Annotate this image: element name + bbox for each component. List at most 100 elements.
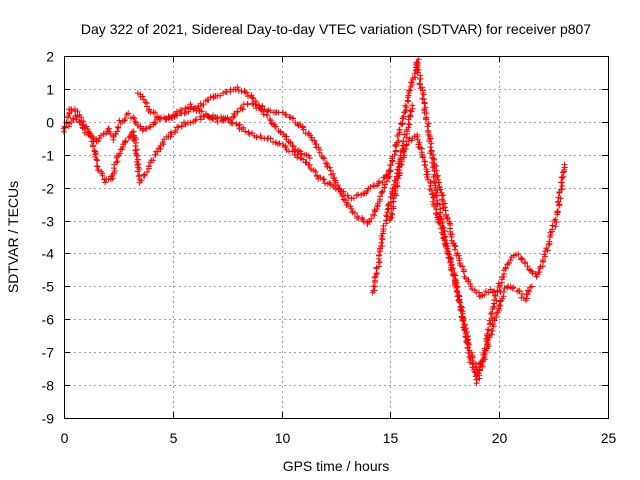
data-point (559, 182, 566, 189)
data-point (376, 258, 383, 265)
data-point (402, 146, 409, 153)
data-point (300, 126, 307, 133)
data-point (114, 158, 121, 165)
data-point (168, 131, 175, 138)
data-point (432, 202, 439, 209)
data-point (519, 256, 526, 263)
data-point (438, 225, 445, 232)
data-point (295, 151, 302, 158)
data-point (539, 256, 546, 263)
data-point (525, 288, 532, 295)
data-point (306, 161, 313, 168)
data-point (488, 310, 495, 317)
data-point (122, 116, 129, 123)
data-point (390, 195, 397, 202)
data-point (374, 270, 381, 277)
data-point (238, 126, 245, 133)
data-point (414, 136, 421, 143)
data-point (102, 179, 109, 186)
data-point (139, 93, 146, 100)
data-point (344, 192, 351, 199)
data-point (191, 104, 198, 111)
data-point (529, 270, 536, 277)
data-point (416, 81, 423, 88)
data-point (340, 196, 347, 203)
data-point (307, 166, 314, 173)
data-point (419, 95, 426, 102)
data-point (89, 134, 96, 141)
data-point (108, 173, 115, 180)
data-point (496, 283, 503, 290)
data-point (487, 310, 494, 317)
data-point (322, 160, 329, 167)
data-point (306, 155, 313, 162)
data-point (371, 274, 378, 281)
data-point (240, 124, 247, 131)
data-point (154, 148, 161, 155)
data-point (401, 131, 408, 138)
data-point (436, 219, 443, 226)
series-track-a (60, 56, 422, 227)
data-point (364, 187, 371, 194)
data-point (267, 117, 274, 124)
data-point (134, 90, 141, 97)
data-point (504, 284, 511, 291)
data-point (239, 106, 246, 113)
y-tick-label: -6 (42, 312, 55, 328)
data-point (444, 214, 451, 221)
data-point (321, 155, 328, 162)
data-point (395, 137, 402, 144)
data-point (141, 171, 148, 178)
y-tick-label: -7 (42, 345, 55, 361)
data-point (373, 206, 380, 213)
data-point (403, 142, 410, 149)
data-point (145, 163, 152, 170)
data-point (92, 153, 99, 160)
data-point (197, 100, 204, 107)
data-point (412, 74, 419, 81)
series-track-b (65, 112, 394, 202)
data-point (224, 114, 231, 121)
data-point (320, 176, 327, 183)
data-point (495, 280, 502, 287)
data-point (213, 115, 220, 122)
data-point (172, 127, 179, 134)
data-point (376, 178, 383, 185)
data-point (397, 148, 404, 155)
data-point (455, 292, 462, 299)
data-point (430, 155, 437, 162)
series-track-f (430, 156, 535, 304)
data-point (206, 114, 213, 121)
data-point (214, 118, 221, 125)
data-point (320, 154, 327, 161)
data-point (454, 283, 461, 290)
data-point (150, 157, 157, 164)
data-point (432, 210, 439, 217)
data-point (429, 191, 436, 198)
data-point (494, 287, 501, 294)
x-tick-label: 0 (61, 430, 69, 446)
data-point (94, 157, 101, 164)
data-point (157, 114, 164, 121)
data-point (444, 250, 451, 257)
data-point (408, 108, 415, 115)
series-track-g (386, 131, 507, 377)
data-point (290, 143, 297, 150)
data-point (452, 243, 459, 250)
data-point (406, 121, 413, 128)
data-point (469, 286, 476, 293)
data-point (469, 356, 476, 363)
data-point (561, 161, 568, 168)
data-point (207, 94, 214, 101)
x-axis-label: GPS time / hours (283, 458, 390, 474)
data-point (348, 205, 355, 212)
data-point (197, 116, 204, 123)
data-point (370, 283, 377, 290)
data-point (454, 293, 461, 300)
data-point (507, 256, 514, 263)
data-point (268, 120, 275, 127)
x-tick-label: 5 (170, 430, 178, 446)
data-point (311, 137, 318, 144)
data-point (316, 149, 323, 156)
